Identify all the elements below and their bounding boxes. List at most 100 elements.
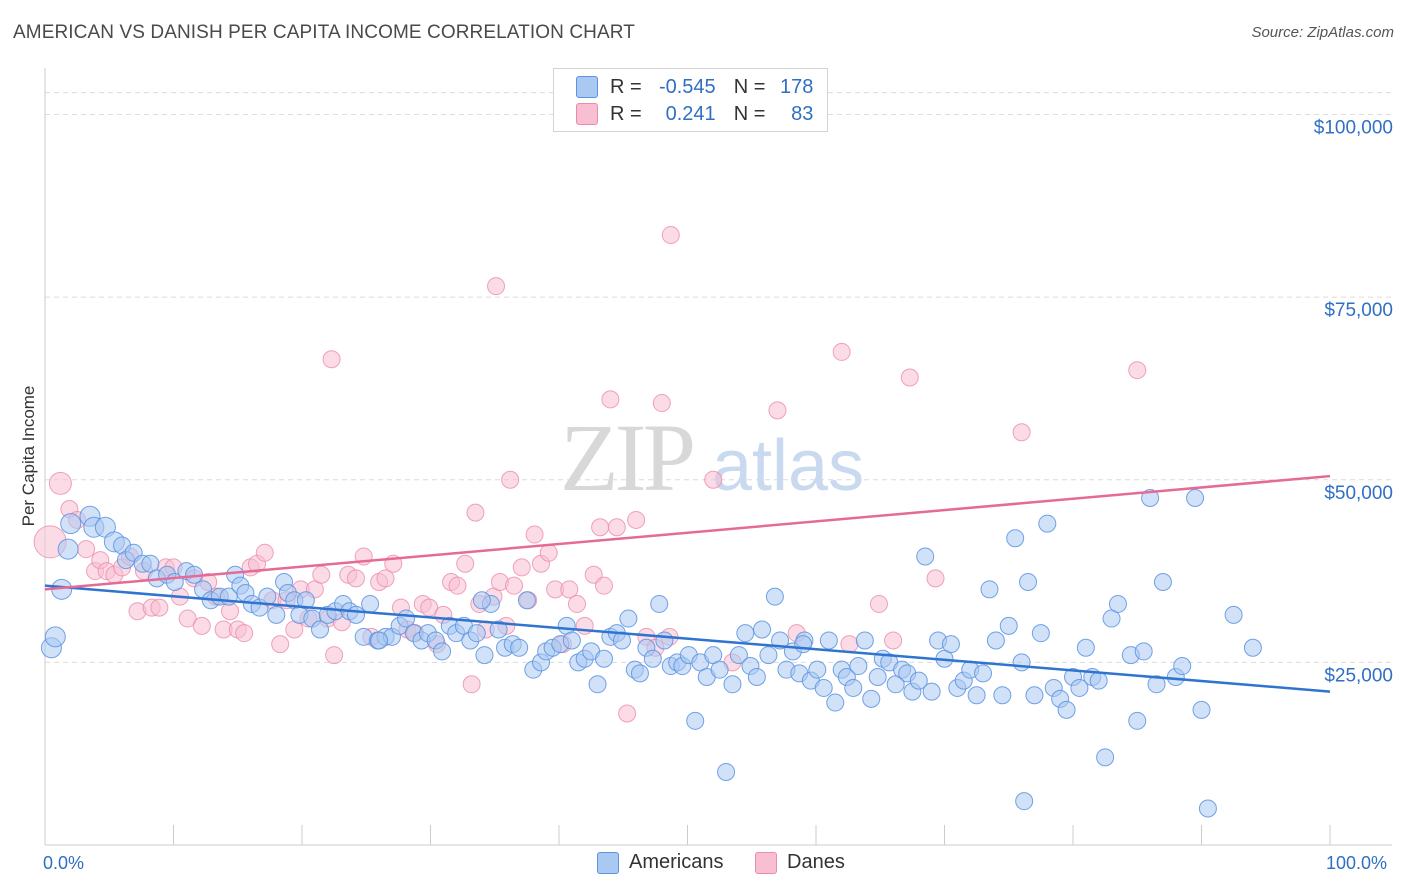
americans-point [986, 631, 1005, 650]
danes-trend-line [44, 474, 1331, 591]
americans-point [686, 711, 705, 730]
americans-point [655, 631, 674, 650]
danes-point [567, 594, 586, 613]
americans-point [361, 594, 380, 613]
americans-point [1243, 638, 1262, 657]
danes-point [652, 394, 671, 413]
danes-point [601, 390, 620, 409]
americans-point [759, 646, 778, 665]
americans-point [753, 620, 772, 639]
americans-point [1025, 686, 1044, 705]
americans-point [794, 635, 813, 654]
americans-point [472, 591, 491, 610]
americans-point [370, 631, 389, 650]
danes-point [926, 569, 945, 588]
americans-point [1015, 792, 1034, 811]
danes-point [627, 510, 646, 529]
danes-point [840, 635, 859, 654]
americans-points [40, 489, 1262, 818]
americans-point [765, 587, 784, 606]
americans-point [1038, 514, 1057, 533]
americans-point [57, 538, 79, 560]
americans-point [1070, 678, 1089, 697]
americans-point [489, 620, 508, 639]
americans-swatch [576, 76, 598, 98]
americans-point [967, 686, 986, 705]
americans-point [922, 682, 941, 701]
americans-point [1141, 489, 1160, 508]
danes-point [832, 342, 851, 361]
danes-point [456, 554, 475, 573]
danes-point [192, 616, 211, 635]
americans-point [510, 638, 529, 657]
danes-point [312, 565, 331, 584]
americans-point [346, 605, 365, 624]
americans-point [1153, 573, 1172, 592]
y-tick-label: $25,000 [1324, 665, 1393, 686]
legend-item-americans[interactable]: Americans [597, 851, 723, 874]
danes-point [618, 704, 637, 723]
danes-point [178, 609, 197, 628]
americans-point [868, 667, 887, 686]
americans-point [849, 657, 868, 676]
americans-point [588, 675, 607, 694]
legend-row-danes: R = 0.241 N = 83 [576, 102, 813, 126]
americans-point [717, 762, 736, 781]
americans-point [1134, 642, 1153, 661]
americans-point [594, 649, 613, 668]
watermark-atlas: atlas [712, 426, 864, 506]
danes-point [560, 580, 579, 599]
danes-point [255, 543, 274, 562]
y-tick-label: $75,000 [1324, 300, 1393, 321]
danes-point [768, 401, 787, 420]
americans-point [643, 649, 662, 668]
americans-point [844, 678, 863, 697]
chart-title: AMERICAN VS DANISH PER CAPITA INCOME COR… [13, 22, 635, 43]
legend-item-danes[interactable]: Danes [755, 851, 845, 874]
danes-point [150, 598, 169, 617]
axes [44, 68, 1392, 846]
americans-point [723, 675, 742, 694]
americans-point [1031, 624, 1050, 643]
americans-point [826, 693, 845, 712]
americans-point [1089, 671, 1108, 690]
legend-n-label: N = [733, 102, 766, 125]
americans-point [1096, 748, 1115, 767]
americans-point [1224, 605, 1243, 624]
americans-point [808, 660, 827, 679]
americans-point [819, 631, 838, 650]
danes-point [466, 503, 485, 522]
legend-r-label: R = [610, 102, 642, 125]
danes-swatch [755, 851, 777, 874]
danes-point [900, 368, 919, 387]
watermark: ZIP atlas [560, 404, 864, 511]
danes-point [869, 594, 888, 613]
americans-point [650, 594, 669, 613]
americans-trend-line [44, 584, 1331, 693]
danes-point [420, 598, 439, 617]
danes-point [77, 540, 96, 559]
americans-point [296, 591, 315, 610]
americans-point [562, 631, 581, 650]
danes-point [1128, 361, 1147, 380]
danes-point [607, 518, 626, 537]
americans-point [267, 605, 286, 624]
trend-lines [44, 474, 1331, 693]
danes-point [525, 525, 544, 544]
danes-point [661, 226, 680, 245]
x-tick-label-min: 0.0% [43, 853, 85, 873]
americans-point [916, 547, 935, 566]
americans-point [999, 616, 1018, 635]
americans-point [1076, 638, 1095, 657]
danes-point [376, 569, 395, 588]
legend-r-value: 0.241 [665, 102, 716, 125]
americans-point [710, 660, 729, 679]
americans-point [467, 624, 486, 643]
gridlines [45, 92, 1392, 663]
americans-point [1012, 653, 1031, 672]
americans-point [993, 686, 1012, 705]
danes-point [539, 543, 558, 562]
americans-point [1147, 675, 1166, 694]
americans-point [1108, 594, 1127, 613]
americans-point [44, 626, 66, 648]
